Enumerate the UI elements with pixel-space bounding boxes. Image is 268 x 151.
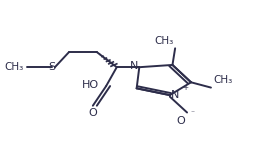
Text: O: O	[176, 116, 185, 125]
Text: ⁻: ⁻	[190, 109, 194, 118]
Text: HO: HO	[82, 80, 99, 90]
Text: +: +	[182, 85, 188, 91]
Text: CH₃: CH₃	[5, 62, 24, 72]
Text: N: N	[130, 61, 138, 71]
Text: CH₃: CH₃	[155, 36, 174, 46]
Text: O: O	[88, 108, 97, 118]
Text: S: S	[48, 62, 55, 72]
Text: N: N	[171, 90, 180, 100]
Text: CH₃: CH₃	[214, 75, 233, 85]
